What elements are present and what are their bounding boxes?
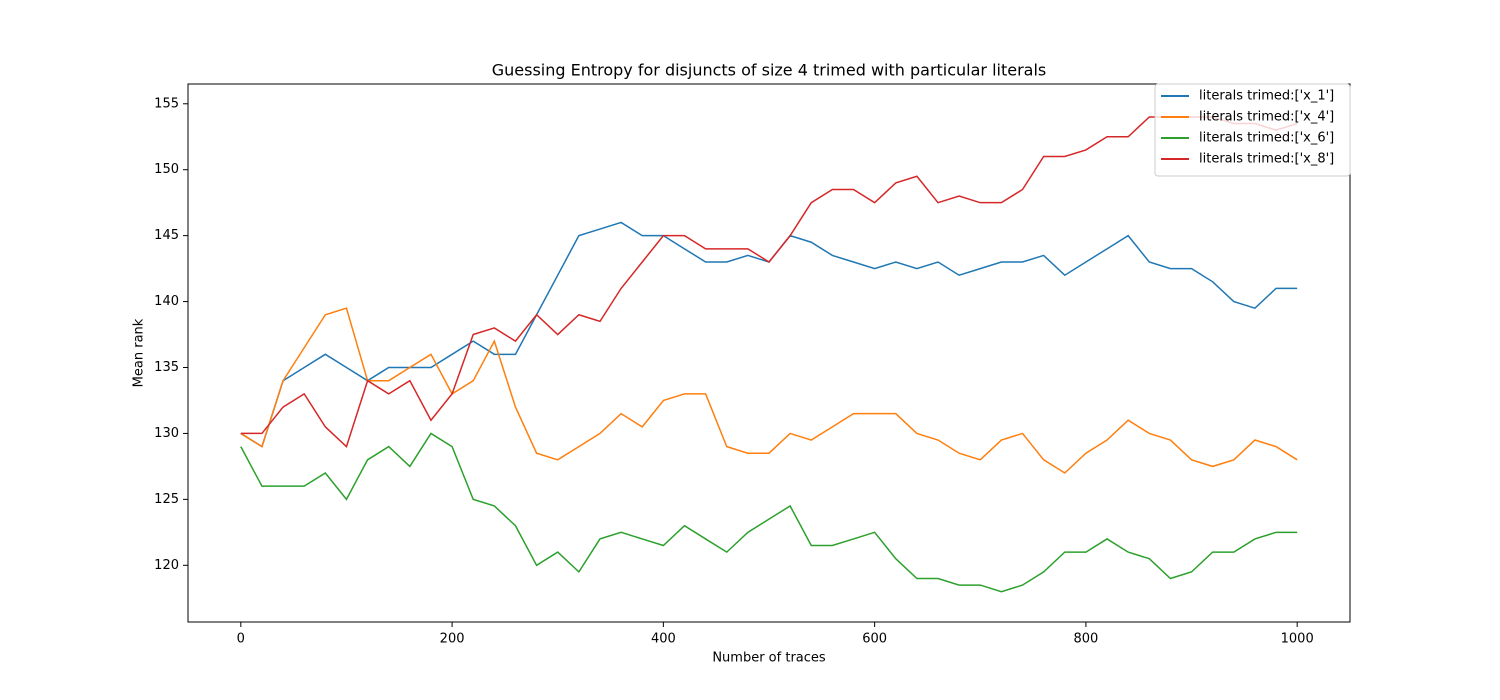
x-axis-label: Number of traces (712, 651, 826, 666)
chart-title: Guessing Entropy for disjuncts of size 4… (492, 61, 1047, 80)
x-tick-label: 800 (1073, 632, 1098, 647)
y-tick-label: 120 (154, 558, 179, 573)
x-tick-label: 0 (237, 632, 245, 647)
y-tick-label: 140 (154, 294, 179, 309)
x-tick-label: 1000 (1281, 632, 1314, 647)
y-tick-label: 155 (154, 96, 179, 111)
legend-label: literals trimed:['x_8'] (1199, 152, 1334, 167)
y-axis-label: Mean rank (132, 318, 147, 387)
legend-box (1154, 83, 1351, 177)
plot-frame (187, 83, 1351, 623)
x-tick-label: 200 (440, 632, 465, 647)
line-series (240, 116, 1298, 448)
y-tick-label: 130 (154, 426, 179, 441)
line-series (240, 221, 1298, 448)
line-series (240, 432, 1298, 593)
y-tick-label: 150 (154, 162, 179, 177)
y-tick-label: 145 (154, 228, 179, 243)
x-tick-label: 400 (651, 632, 676, 647)
line-series (240, 307, 1298, 474)
x-tick-label: 600 (862, 632, 887, 647)
y-tick-label: 125 (154, 492, 179, 507)
legend-label: literals trimed:['x_1'] (1199, 89, 1334, 104)
legend: literals trimed:['x_1'] literals trimed:[… (1154, 83, 1351, 177)
legend-label: literals trimed:['x_6'] (1199, 131, 1334, 146)
y-tick-label: 135 (154, 360, 179, 375)
legend-label: literals trimed:['x_4'] (1199, 110, 1334, 125)
